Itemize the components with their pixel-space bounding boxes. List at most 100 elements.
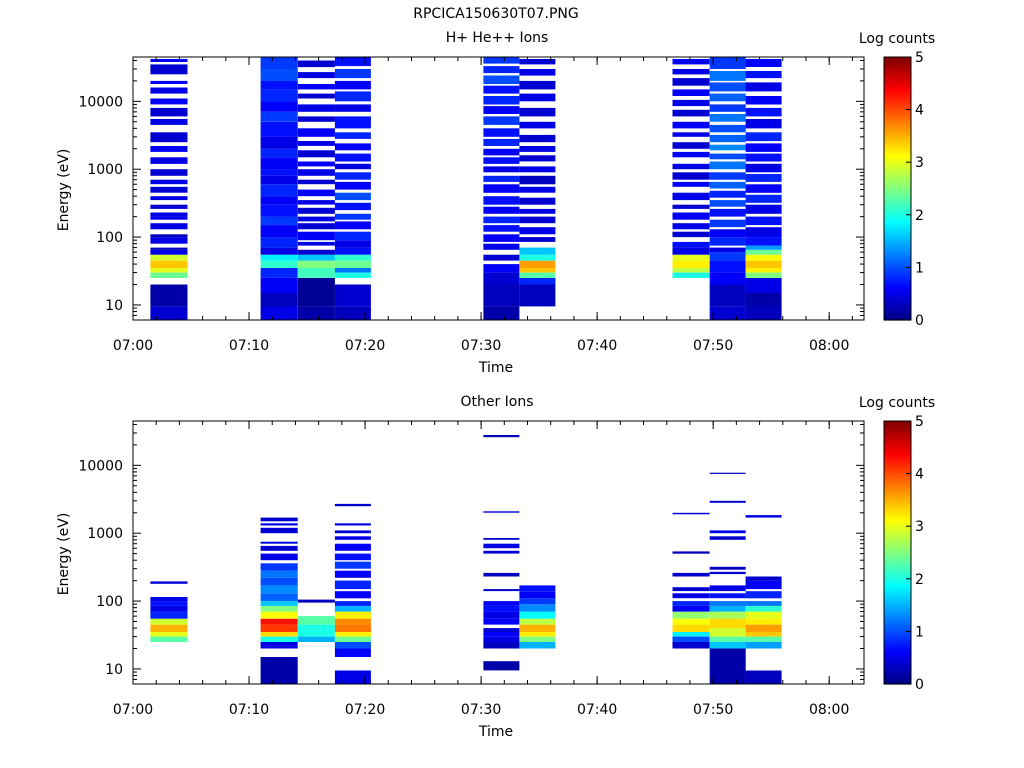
heatmap-cell	[519, 69, 556, 76]
heatmap-cell	[334, 143, 371, 151]
heatmap-cell	[745, 670, 782, 684]
heatmap-cell	[297, 241, 335, 246]
colorbar-segment	[884, 660, 911, 664]
colorbar-segment	[884, 534, 911, 538]
colorbar-segment	[884, 248, 911, 253]
x-axis: 07:00 07:10 07:20 07:30 07:40 07:50 08:00	[113, 57, 853, 354]
heatmap-cell	[709, 190, 746, 198]
heatmap-cell	[483, 216, 520, 224]
heatmap-cell	[260, 247, 298, 255]
colorbar-frame	[883, 56, 912, 321]
heatmap-cell	[709, 536, 746, 540]
heatmap-cell	[672, 260, 710, 268]
heatmap-cell	[260, 570, 298, 578]
colorbar-segment	[884, 447, 911, 451]
colorbar-segment	[884, 141, 911, 145]
colorbar-segment	[884, 486, 911, 490]
heatmap-cell	[334, 221, 371, 230]
heatmap-cell	[709, 566, 746, 570]
heatmap-cell	[519, 166, 556, 173]
colorbar-segment	[884, 544, 911, 548]
heatmap-cell	[297, 616, 335, 625]
colorbar-segment	[884, 547, 911, 551]
heatmap-cell	[260, 157, 298, 170]
heatmap-cell	[260, 657, 298, 671]
y-tick-label: 10000	[78, 94, 123, 110]
heatmap-cell	[709, 57, 746, 69]
colorbar-segment	[884, 428, 911, 433]
x-tick-label: 07:00	[113, 702, 153, 718]
heatmap-cell	[260, 101, 298, 112]
colorbar-segment	[884, 91, 911, 95]
heatmap-cell	[297, 268, 335, 278]
heatmap-cell	[260, 148, 298, 158]
heatmap-cell	[483, 264, 520, 273]
heatmap-cell	[519, 604, 556, 612]
colorbar-segment	[884, 59, 911, 63]
heatmap-cell	[745, 153, 782, 162]
heatmap-cell	[672, 641, 710, 649]
colorbar-segment	[884, 665, 911, 669]
heatmap-cell	[150, 179, 188, 185]
heatmap-cell	[150, 216, 188, 220]
heatmap-cell	[745, 601, 782, 606]
heatmap-cell	[745, 184, 782, 193]
colorbar-segment	[884, 277, 911, 282]
colorbar-segment	[884, 188, 911, 192]
colorbar-segment	[884, 489, 911, 493]
colorbar-segment	[884, 599, 911, 604]
heatmap-cell	[483, 601, 520, 606]
heatmap-cells	[150, 435, 782, 684]
heatmap-cell	[334, 605, 371, 612]
heatmap-cell	[709, 161, 746, 170]
heatmap-cell	[483, 75, 520, 84]
colorbar-segment	[884, 256, 911, 261]
heatmap-cell	[334, 104, 371, 112]
heatmap-cell	[672, 593, 710, 599]
colorbar-segment	[884, 75, 911, 79]
heatmap-cell	[260, 577, 298, 586]
heatmap-cell	[672, 121, 710, 129]
colorbar-tick-label: 3	[915, 519, 924, 535]
colorbar-segment	[884, 280, 911, 284]
heatmap-cell	[260, 89, 298, 102]
panel-other-ions: Other Ions 07:00 07:10 07:20 07:30 07:40 07:5…	[56, 394, 935, 740]
heatmap-cell	[709, 284, 746, 307]
colorbar-segment	[884, 481, 911, 485]
colorbar-segment	[884, 421, 911, 425]
heatmap-cell	[334, 172, 371, 180]
heatmap-cell	[672, 69, 710, 75]
colorbar-segment	[884, 584, 911, 588]
heatmap-cell	[260, 611, 298, 619]
heatmap-cell	[260, 184, 298, 197]
colorbar-segment	[884, 312, 911, 316]
heatmap-cell	[672, 181, 710, 187]
heatmap-cell	[260, 260, 298, 268]
colorbar-segment	[884, 673, 911, 677]
heatmap-cell	[519, 107, 556, 117]
colorbar-tick-label: 2	[915, 208, 924, 224]
colorbar-tick-label: 3	[915, 155, 924, 171]
heatmap-cell	[483, 538, 520, 540]
y-tick-label: 100	[96, 230, 123, 246]
heatmap-cell	[334, 624, 371, 632]
y-tick-label: 1000	[87, 162, 123, 178]
heatmap-cell	[709, 593, 746, 599]
heatmap-cell	[297, 636, 335, 642]
heatmap-cell	[745, 59, 782, 67]
colorbar-segment	[884, 57, 911, 61]
heatmap-cell	[483, 148, 520, 156]
colorbar-segment	[884, 214, 911, 219]
heatmap-cell	[297, 150, 335, 158]
colorbar-segment	[884, 423, 911, 427]
heatmap-cell	[150, 80, 188, 84]
heatmap-cell	[297, 72, 335, 79]
heatmap-cell	[297, 161, 335, 167]
heatmap-cell	[519, 146, 556, 152]
heatmap-cell	[483, 138, 520, 146]
heatmap-cell	[483, 618, 520, 625]
heatmap-cell	[260, 523, 298, 526]
heatmap-cell	[672, 611, 710, 619]
colorbar-segment	[884, 85, 911, 90]
